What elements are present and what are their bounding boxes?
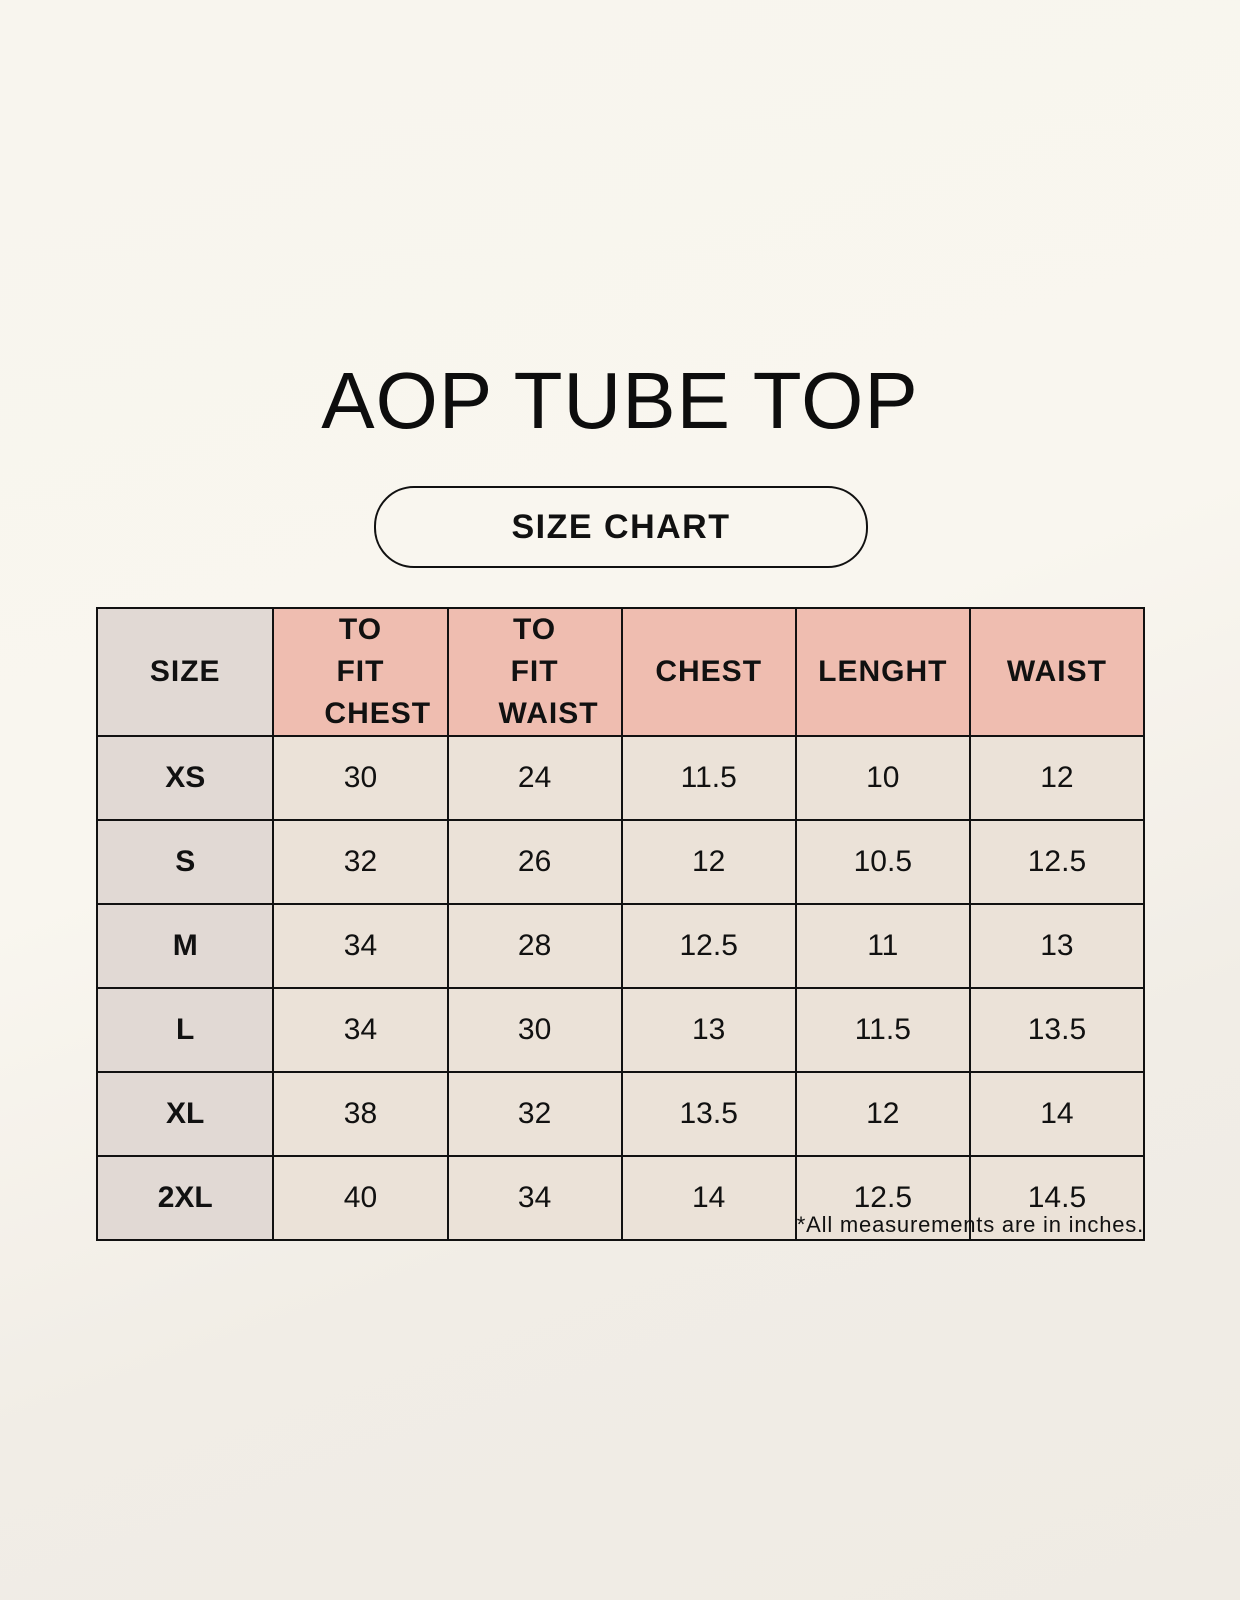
measurement-cell: 10: [794, 735, 971, 821]
header-cell: TO FIT CHEST: [272, 607, 449, 737]
header-cell: LENGHT: [794, 607, 971, 737]
measurement-cell: 13: [620, 987, 797, 1073]
measurement-cell: 12: [794, 1071, 971, 1157]
table-row: M 34 28 12.5 11 13: [95, 903, 1146, 989]
measurement-cell: 13.5: [968, 987, 1146, 1073]
header-cell: WAIST: [968, 607, 1146, 737]
measurement-cell: 30: [446, 987, 623, 1073]
measurement-cell: 34: [446, 1155, 623, 1241]
size-cell: XL: [95, 1071, 275, 1157]
measurement-cell: 30: [272, 735, 449, 821]
measurement-cell: 12.5: [794, 1155, 971, 1241]
table-row: XS 30 24 11.5 10 12: [95, 735, 1146, 821]
size-table: SIZE TO FIT CHEST TO FIT WAIST CHEST LEN…: [95, 607, 1146, 1241]
measurement-cell: 13: [968, 903, 1146, 989]
measurement-cell: 11.5: [620, 735, 797, 821]
size-cell: XS: [95, 735, 275, 821]
table-row: L 34 30 13 11.5 13.5: [95, 987, 1146, 1073]
measurement-cell: 13.5: [620, 1071, 797, 1157]
measurement-cell: 14.5: [968, 1155, 1146, 1241]
size-chart-text: SIZE CHART: [511, 507, 731, 546]
page-title: AOP TUBE TOP: [321, 356, 919, 445]
header-cell: CHEST: [620, 607, 797, 737]
measurement-cell: 12: [968, 735, 1146, 821]
table-row: XL 38 32 13.5 12 14: [95, 1071, 1146, 1157]
header-cell: SIZE: [95, 607, 275, 737]
footnote: *All measurements are in inches.: [796, 1212, 1144, 1237]
measurement-cell: 40: [272, 1155, 449, 1241]
measurement-cell: 12: [620, 819, 797, 905]
measurement-cell: 32: [446, 1071, 623, 1157]
measurement-cell: 11: [794, 903, 971, 989]
table-row: S 32 26 12 10.5 12.5: [95, 819, 1146, 905]
measurement-cell: 34: [272, 903, 449, 989]
table-row: 2XL 40 34 14 12.5 14.5: [95, 1155, 1146, 1241]
size-cell: 2XL: [95, 1155, 275, 1241]
measurement-cell: 24: [446, 735, 623, 821]
measurement-cell: 11.5: [794, 987, 971, 1073]
measurement-cell: 14: [968, 1071, 1146, 1157]
measurement-cell: 14: [620, 1155, 797, 1241]
measurement-cell: 26: [446, 819, 623, 905]
measurement-cell: 32: [272, 819, 449, 905]
measurement-cell: 12.5: [968, 819, 1146, 905]
size-cell: M: [95, 903, 275, 989]
measurement-cell: 38: [272, 1071, 449, 1157]
measurement-cell: 12.5: [620, 903, 797, 989]
header-cell: TO FIT WAIST: [446, 607, 623, 737]
measurement-cell: 28: [446, 903, 623, 989]
measurement-cell: 10.5: [794, 819, 971, 905]
header-row: SIZE TO FIT CHEST TO FIT WAIST CHEST LEN…: [95, 607, 1146, 737]
size-chart-label: SIZE CHART: [374, 486, 868, 568]
measurement-cell: 34: [272, 987, 449, 1073]
size-cell: L: [95, 987, 275, 1073]
size-cell: S: [95, 819, 275, 905]
